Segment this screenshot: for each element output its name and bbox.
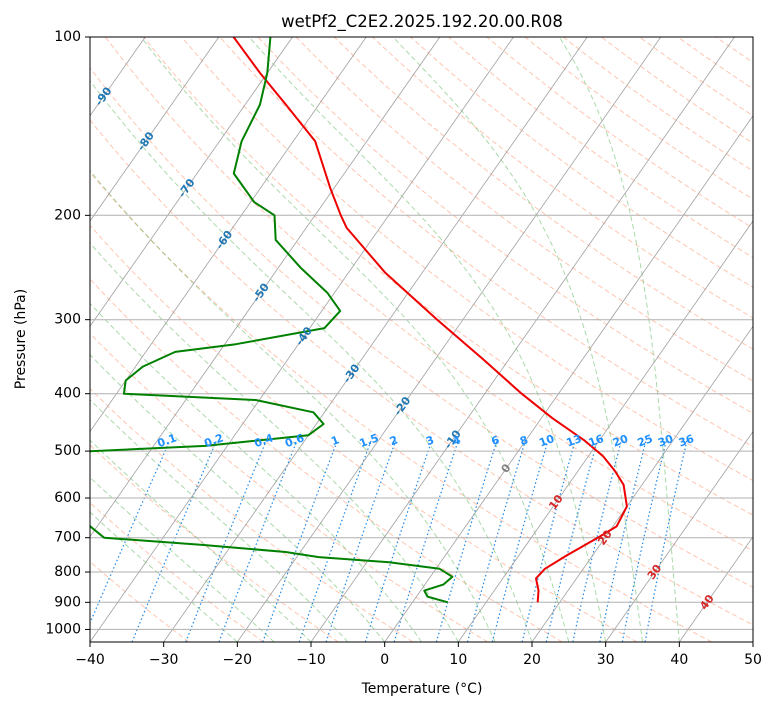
mixing-ratio-label: 6	[490, 433, 502, 448]
y-tick-label: 200	[54, 207, 81, 223]
isotherm-line	[90, 37, 220, 222]
x-tick-label: 20	[523, 652, 541, 668]
y-axis-title: Pressure (hPa)	[13, 289, 29, 389]
mixing-ratio-line	[545, 440, 598, 642]
mixing-ratio-label: 13	[565, 432, 584, 449]
y-tick-label: 1000	[45, 621, 81, 637]
mixing-ratio-label: 0.1	[156, 431, 179, 450]
mixing-ratio-line	[466, 440, 526, 642]
dry-adiabat	[90, 119, 753, 626]
isotherm-line	[531, 325, 753, 642]
isotherm-line	[605, 430, 753, 642]
dry-adiabat	[295, 37, 753, 382]
mixing-ratio-line	[393, 440, 459, 642]
dry-adiabat	[219, 37, 753, 448]
dry-adiabat	[90, 332, 488, 642]
mixing-ratio-line	[644, 440, 688, 642]
dry-adiabat	[372, 37, 753, 319]
moist-adiabat	[140, 37, 570, 642]
mixing-ratio-label: 0.4	[252, 431, 275, 450]
moist-adiabat	[90, 476, 275, 642]
plot-frame	[89, 36, 754, 643]
mixing-ratio-line	[262, 440, 339, 642]
x-tick-label: −10	[296, 652, 326, 668]
moist-adiabat	[90, 79, 533, 642]
mixing-ratio-label: 0.6	[283, 431, 306, 450]
moist-adiabat	[90, 353, 386, 642]
mixing-ratio-label: 30	[656, 432, 675, 450]
moist-adiabat	[90, 242, 459, 642]
dewpoint-profile	[90, 37, 454, 604]
mixing-ratio-line	[90, 440, 171, 625]
temperature-profile	[232, 37, 628, 603]
moist-adiabat	[558, 37, 680, 642]
mixing-ratio-label: 3	[424, 433, 436, 448]
dry-adiabat	[90, 560, 190, 642]
mixing-ratio-label: 2	[388, 433, 400, 448]
mixing-ratio-label: 8	[518, 433, 530, 448]
moist-adiabat	[90, 398, 349, 642]
isotherm-line	[678, 536, 753, 642]
isotherm-line	[457, 220, 753, 642]
mixing-ratio-line	[521, 440, 576, 642]
x-tick-label: 40	[670, 652, 688, 668]
isotherm-line	[90, 37, 367, 433]
dry-adiabat	[181, 37, 753, 482]
isotherm-line	[90, 37, 293, 327]
axes-layer: −40 −30 −20 −10 0 10 20 30 40 5010020030040050060…	[45, 29, 762, 668]
y-tick-label: 600	[54, 490, 81, 506]
mixing-ratio-line	[599, 440, 647, 642]
isotherm-line	[384, 115, 753, 642]
grid-layer	[90, 37, 753, 642]
mixing-ratio-line	[491, 440, 549, 642]
mixing-ratio-label: 25	[636, 432, 655, 449]
mixing-ratio-label: 1.5	[358, 431, 381, 450]
x-tick-label: 10	[449, 652, 467, 668]
mixing-ratio-label: 10	[537, 432, 556, 450]
mixing-ratio-label: 36	[677, 432, 696, 450]
mixing-ratio-line	[621, 440, 667, 642]
dry-adiabat	[143, 37, 753, 516]
moist-adiabat	[90, 302, 422, 642]
x-tick-label: 0	[380, 652, 389, 668]
isotherm-line	[163, 37, 588, 642]
dry-adiabat	[90, 278, 563, 642]
moist-adiabat	[248, 37, 607, 642]
mixing-ratio-label: 16	[587, 432, 606, 450]
mixing-ratio-label: 4	[451, 433, 463, 448]
mixing-ratio-label: 0.2	[202, 431, 225, 450]
x-tick-label: −20	[223, 652, 253, 668]
x-tick-label: −40	[75, 652, 105, 668]
x-tick-label: 30	[597, 652, 615, 668]
mixing-ratio-line	[435, 440, 498, 642]
mixing-ratio-line	[298, 440, 372, 642]
dry-adiabat	[90, 171, 712, 642]
x-tick-label: −30	[149, 652, 179, 668]
x-tick-label: 50	[744, 652, 762, 668]
isotherm-line	[90, 37, 441, 538]
x-axis-title: Temperature (°C)	[361, 681, 483, 697]
mixing-ratio-line	[131, 440, 218, 642]
y-tick-label: 900	[54, 594, 81, 610]
mixing-ratio-label: 20	[611, 432, 630, 450]
dry-adiabat	[90, 67, 753, 588]
chart-title: wetPf2_C2E2.2025.192.20.00.R08	[281, 12, 563, 32]
isotherm-line	[310, 37, 735, 642]
y-tick-label: 700	[54, 530, 81, 546]
isotherm-line	[236, 37, 662, 642]
moist-adiabat	[90, 169, 496, 642]
moist-adiabat	[392, 37, 643, 642]
y-tick-label: 300	[54, 312, 81, 328]
y-tick-label: 500	[54, 443, 81, 459]
mixing-ratio-line	[572, 440, 622, 642]
dry-adiabat	[333, 37, 753, 350]
profile-layer	[90, 37, 628, 604]
y-tick-label: 800	[54, 564, 81, 580]
mixing-ratio-label: 1	[329, 433, 341, 448]
y-tick-label: 100	[54, 29, 81, 45]
y-tick-label: 400	[54, 386, 81, 402]
